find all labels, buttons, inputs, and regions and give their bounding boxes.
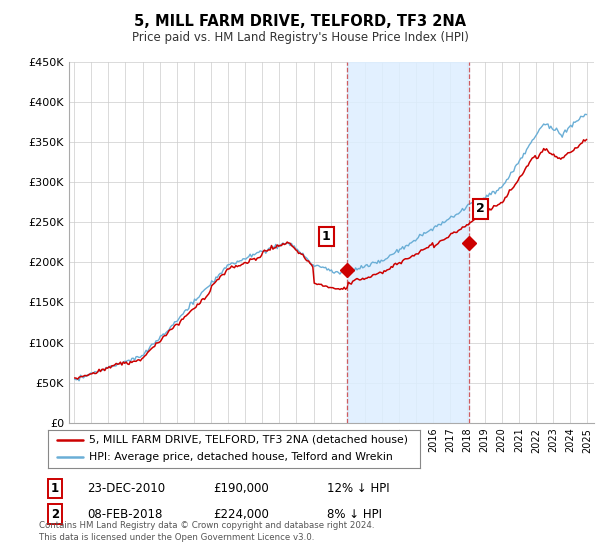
Text: 23-DEC-2010: 23-DEC-2010 [87, 482, 165, 495]
Text: 8% ↓ HPI: 8% ↓ HPI [327, 507, 382, 521]
Text: 2: 2 [51, 507, 59, 521]
Text: £190,000: £190,000 [213, 482, 269, 495]
Text: 2: 2 [476, 203, 485, 216]
Text: 12% ↓ HPI: 12% ↓ HPI [327, 482, 389, 495]
Text: Contains HM Land Registry data © Crown copyright and database right 2024.
This d: Contains HM Land Registry data © Crown c… [39, 521, 374, 542]
Text: 5, MILL FARM DRIVE, TELFORD, TF3 2NA (detached house): 5, MILL FARM DRIVE, TELFORD, TF3 2NA (de… [89, 435, 408, 445]
Text: £224,000: £224,000 [213, 507, 269, 521]
Text: Price paid vs. HM Land Registry's House Price Index (HPI): Price paid vs. HM Land Registry's House … [131, 31, 469, 44]
Text: HPI: Average price, detached house, Telford and Wrekin: HPI: Average price, detached house, Telf… [89, 452, 392, 463]
Text: 1: 1 [51, 482, 59, 495]
Bar [347, 62, 469, 423]
Text: 08-FEB-2018: 08-FEB-2018 [87, 507, 163, 521]
Text: 5, MILL FARM DRIVE, TELFORD, TF3 2NA: 5, MILL FARM DRIVE, TELFORD, TF3 2NA [134, 14, 466, 29]
Text: 1: 1 [322, 230, 331, 242]
